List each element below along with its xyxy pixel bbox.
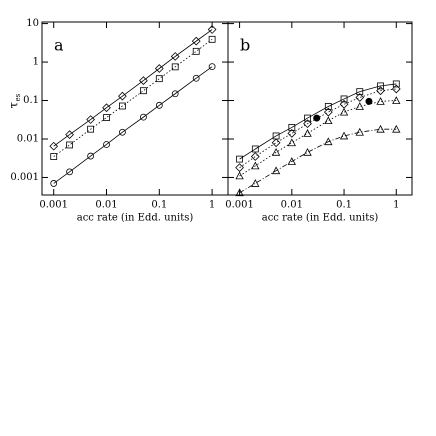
marker <box>287 138 296 147</box>
marker <box>87 152 95 160</box>
marker <box>392 124 401 133</box>
marker <box>86 115 95 124</box>
marker <box>324 103 332 110</box>
y-axis-label: τ <box>7 102 21 109</box>
marker <box>235 163 244 173</box>
marker <box>66 168 74 176</box>
marker <box>271 147 281 156</box>
marker <box>355 93 365 102</box>
marker <box>324 137 333 146</box>
marker <box>339 131 349 140</box>
series-line <box>239 88 397 168</box>
marker <box>304 114 311 122</box>
marker <box>119 128 126 136</box>
panel-label: b <box>240 36 250 55</box>
marker <box>303 129 312 137</box>
marker <box>340 95 348 103</box>
marker <box>235 188 244 197</box>
marker <box>119 102 126 110</box>
marker <box>391 84 401 94</box>
plot-frame <box>227 21 413 196</box>
marker <box>287 157 296 165</box>
marker <box>356 88 364 96</box>
marker <box>103 114 110 121</box>
x-tick-label: 1 <box>209 200 215 211</box>
y-tick-label: 0.01 <box>17 133 39 144</box>
marker <box>140 87 147 95</box>
marker <box>192 47 200 55</box>
marker <box>377 82 384 90</box>
marker <box>50 153 58 160</box>
series-line <box>53 66 213 184</box>
marker <box>251 161 260 170</box>
marker <box>323 107 333 117</box>
marker <box>87 125 95 133</box>
marker <box>235 171 244 180</box>
marker <box>392 96 401 104</box>
marker <box>207 25 217 34</box>
marker <box>170 52 180 61</box>
marker <box>303 119 312 129</box>
marker <box>236 155 243 163</box>
marker <box>392 80 400 88</box>
marker <box>140 113 147 121</box>
x-tick-label: 0.01 <box>281 200 303 211</box>
marker <box>250 152 260 161</box>
y-tick-label: 0.001 <box>10 172 39 183</box>
series-line <box>239 128 397 194</box>
x-tick-label: 0.1 <box>151 200 167 211</box>
marker <box>208 35 216 43</box>
marker <box>355 127 364 136</box>
y-tick-label: 10 <box>26 18 39 29</box>
marker <box>288 124 296 131</box>
marker <box>139 76 148 85</box>
x-axis-label: acc rate (in Edd. units) <box>262 213 379 224</box>
y-axis-label-subscript: es <box>14 93 22 101</box>
marker <box>191 36 201 46</box>
x-tick-label: 0.01 <box>95 200 117 211</box>
marker <box>251 145 259 153</box>
x-tick-label: 0.001 <box>39 200 68 211</box>
marker <box>50 180 58 187</box>
marker <box>102 103 111 113</box>
marker <box>251 179 260 187</box>
series-line <box>239 83 397 160</box>
x-axis-label: acc rate (in Edd. units) <box>77 213 194 224</box>
marker <box>118 91 127 101</box>
marker <box>376 97 385 105</box>
highlight-point <box>365 97 373 105</box>
highlight-point <box>313 114 321 122</box>
marker <box>155 75 163 83</box>
marker <box>324 116 333 125</box>
y-tick-label: 0.1 <box>23 95 39 106</box>
marker <box>66 141 74 149</box>
marker <box>208 63 216 71</box>
marker <box>376 124 385 133</box>
series-line <box>53 39 213 157</box>
series-line <box>239 100 397 177</box>
marker <box>287 129 297 138</box>
marker <box>103 141 110 148</box>
marker <box>154 64 164 73</box>
marker <box>155 101 163 109</box>
panel-label: a <box>54 36 64 55</box>
y-tick-label: 1 <box>33 57 39 68</box>
marker <box>65 130 74 139</box>
marker <box>171 63 179 71</box>
marker <box>192 74 200 82</box>
marker <box>355 102 364 110</box>
marker <box>271 166 281 175</box>
marker <box>49 141 59 151</box>
marker <box>339 107 349 116</box>
x-tick-label: 0.001 <box>225 200 254 211</box>
marker <box>303 147 312 156</box>
x-tick-label: 1 <box>393 200 399 211</box>
marker <box>271 138 281 148</box>
marker <box>171 90 179 98</box>
series-line <box>53 29 213 147</box>
marker <box>376 86 385 96</box>
x-tick-label: 0.1 <box>336 200 352 211</box>
